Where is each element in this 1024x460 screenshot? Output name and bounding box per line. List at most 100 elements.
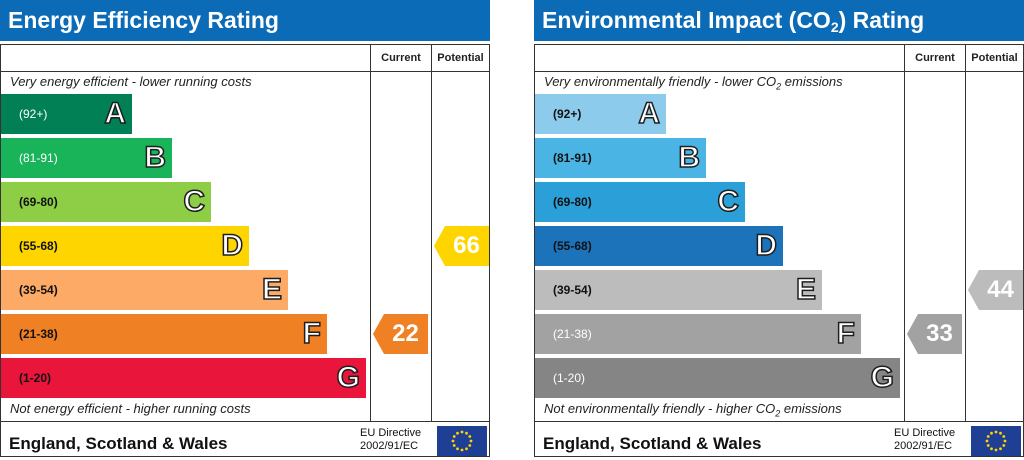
environmental-band-f: (21-38) F (535, 314, 861, 354)
environmental-band-letter-e: E (795, 272, 817, 307)
environmental-band-a: (92+) A (535, 94, 666, 134)
energy-band-letter-e: E (261, 272, 283, 307)
environmental-band-range-b: (81-91) (553, 151, 592, 165)
eu-flag-star (994, 430, 998, 434)
energy-band-f: (21-38) F (1, 314, 327, 354)
environmental-band-d: (55-68) D (535, 226, 783, 266)
environmental-top-caption: Very environmentally friendly - lower CO… (544, 74, 843, 92)
environmental-bottom-caption: Not environmentally friendly - higher CO… (544, 401, 842, 418)
environmental-band-b: (81-91) B (535, 138, 706, 178)
energy-directive-line1: EU Directive (360, 427, 422, 439)
energy-band-letter-c: C (183, 184, 206, 219)
energy-band-b: (81-91) B (1, 138, 172, 178)
energy-band-c: (69-80) C (1, 182, 211, 222)
energy-band-letter-g: G (336, 360, 361, 395)
energy-header-divider (1, 71, 489, 72)
environmental-potential-indicator-arrow-shape (968, 270, 1023, 310)
eu-flag-icon (437, 426, 487, 456)
energy-band-letter-b: B (144, 140, 167, 175)
eu-flag-star (465, 447, 468, 451)
environmental-potential-column-divider (965, 45, 966, 422)
environmental-footer-divider (535, 421, 1023, 422)
environmental-band-letter-d: D (755, 228, 778, 263)
environmental-band-letter-g: G (870, 360, 895, 395)
environmental-current-header: Current (915, 52, 955, 64)
energy-band-range-e: (39-54) (19, 283, 58, 297)
energy-current-column-divider (370, 45, 371, 422)
environmental-chart-frame: Current Potential Very environmentally f… (534, 44, 1024, 457)
environmental-band-range-g: (1-20) (553, 371, 586, 385)
eu-flag-star (452, 444, 456, 447)
energy-bottom-caption: Not energy efficient - higher running co… (10, 401, 251, 416)
energy-potential-column-divider (431, 45, 432, 422)
environmental-eu-directive: EU Directive 2002/91/EC (894, 427, 970, 453)
eu-flag-star (999, 447, 1002, 451)
eu-flag-star (986, 435, 990, 438)
eu-flag-star (999, 431, 1002, 435)
energy-band-letter-a: A (104, 96, 127, 131)
environmental-current-indicator-value: 33 (926, 320, 953, 347)
energy-current-header: Current (381, 52, 421, 64)
environmental-top-caption-main: Very environmentally friendly - lower CO (544, 74, 777, 89)
environmental-potential-indicator-arrow (968, 270, 1023, 310)
environmental-impact-panel: Environmental Impact (CO2) Rating Curren… (534, 0, 1024, 460)
energy-band-letter-f: F (302, 316, 322, 351)
environmental-band-letter-b: B (678, 140, 701, 175)
energy-potential-indicator: 66 (434, 226, 489, 266)
energy-potential-indicator-value: 66 (453, 232, 480, 259)
eu-flag-star (990, 431, 993, 435)
eu-flag-star (465, 431, 468, 435)
eu-flag-star (468, 435, 472, 438)
eu-flag-star (460, 448, 464, 452)
eu-flag-star (468, 444, 472, 447)
environmental-current-indicator-arrow (907, 314, 962, 354)
environmental-directive-line2: 2002/91/EC (894, 440, 953, 452)
energy-band-d: (55-68) D (1, 226, 249, 266)
eu-flag-star (1003, 439, 1007, 443)
environmental-bottom-caption-main: Not environmentally friendly - higher CO (544, 401, 776, 416)
environmental-top-caption-sub: 2 (776, 81, 782, 92)
environmental-footer-region: England, Scotland & Wales (543, 434, 762, 453)
environmental-bottom-caption-end: emissions (780, 401, 842, 416)
environmental-title-sub: 2 (830, 19, 839, 35)
energy-band-a: (92+) A (1, 94, 132, 134)
environmental-header-divider (535, 71, 1023, 72)
energy-band-range-b: (81-91) (19, 151, 58, 165)
eu-flag-star (986, 444, 990, 447)
environmental-current-column-divider (904, 45, 905, 422)
environmental-band-g: (1-20) G (535, 358, 900, 398)
eu-flag-star (456, 447, 459, 451)
environmental-band-range-f: (21-38) (553, 327, 592, 341)
eu-flag-star (1002, 444, 1006, 447)
energy-band-range-c: (69-80) (19, 195, 58, 209)
energy-directive-line2: 2002/91/EC (360, 440, 419, 452)
eu-flag-star (985, 439, 989, 443)
energy-eu-directive: EU Directive 2002/91/EC (360, 427, 436, 453)
environmental-directive-line1: EU Directive (894, 427, 956, 439)
environmental-band-range-d: (55-68) (553, 239, 592, 253)
energy-current-indicator-arrow (373, 314, 428, 354)
eu-flag-star (990, 447, 993, 451)
environmental-band-letter-c: C (717, 184, 740, 219)
energy-band-range-f: (21-38) (19, 327, 58, 341)
environmental-band-range-e: (39-54) (553, 283, 592, 297)
environmental-band-range-c: (69-80) (553, 195, 592, 209)
energy-potential-indicator-arrow (434, 226, 489, 266)
environmental-band-c: (69-80) C (535, 182, 745, 222)
eu-flag-icon (971, 426, 1021, 456)
eu-flag-star (1002, 435, 1006, 438)
eu-flag-star (452, 435, 456, 438)
energy-potential-header: Potential (437, 52, 484, 64)
environmental-current-indicator-arrow-shape (907, 314, 962, 354)
eu-flag-star (451, 439, 455, 443)
environmental-current-indicator: 33 (907, 314, 962, 354)
eu-flag-star (994, 448, 998, 452)
environmental-title-end: ) Rating (838, 7, 925, 33)
energy-footer-divider (1, 421, 489, 422)
energy-footer-region: England, Scotland & Wales (9, 434, 228, 453)
environmental-potential-header: Potential (971, 52, 1018, 64)
eu-flag-background (437, 426, 487, 456)
energy-current-indicator-value: 22 (392, 320, 419, 347)
environmental-title: Environmental Impact (CO2) Rating (534, 0, 1024, 41)
energy-band-range-d: (55-68) (19, 239, 58, 253)
